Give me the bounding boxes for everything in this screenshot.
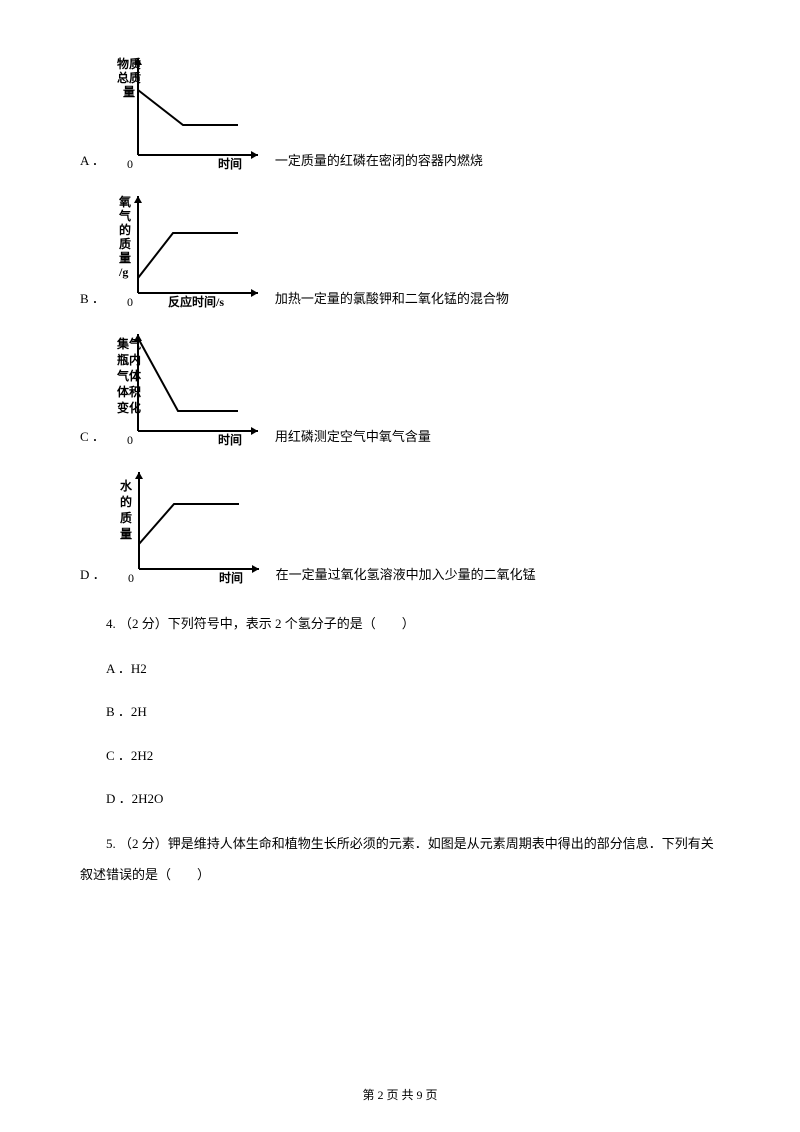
chart-c-ylabel-1: 瓶内 (117, 352, 141, 367)
chart-c-svg: 集气 瓶内 气体 体积 变化 0 时间 (113, 326, 263, 456)
chart-a-svg: 物质 总质 量 0 时间 (113, 50, 263, 180)
chart-d-ylabel-2: 质 (120, 510, 132, 525)
option-a-letter: A ． (80, 145, 105, 180)
chart-c-origin: 0 (127, 433, 133, 447)
page-footer: 第 2 页 共 9 页 (0, 1081, 800, 1110)
chart-d-xlabel: 时间 (219, 570, 243, 585)
chart-b-xlabel: 反应时间/s (168, 294, 224, 309)
chart-c-ylabel-0: 集气 (116, 336, 141, 351)
chart-d-ylabel-0: 水 (120, 478, 133, 493)
chart-d: 水 的 质 量 0 时间 (114, 464, 264, 594)
chart-a-ylabel-2: 量 (123, 85, 135, 99)
chart-c-xlabel: 时间 (218, 432, 242, 447)
chart-a-ylabel-1: 总质 (117, 70, 141, 85)
chart-d-origin: 0 (128, 571, 134, 585)
option-d-letter: D ． (80, 559, 106, 594)
chart-a: 物质 总质 量 0 时间 (113, 50, 263, 180)
chart-b-ylabel-2: 的 (119, 222, 131, 237)
chart-d-ylabel-3: 量 (120, 527, 132, 541)
chart-d-ylabel-1: 的 (120, 494, 132, 509)
option-b-row: B ． 氧 气 的 质 量 /g 0 反应时间/s 加热一定量的氯酸钾和二氧化锰… (80, 188, 720, 318)
chart-c: 集气 瓶内 气体 体积 变化 0 时间 (113, 326, 263, 456)
chart-b-svg: 氧 气 的 质 量 /g 0 反应时间/s (113, 188, 263, 318)
chart-a-xlabel: 时间 (218, 156, 242, 171)
chart-b-ylabel-1: 气 (118, 208, 131, 223)
option-d-text: 在一定量过氧化氢溶液中加入少量的二氧化锰 (276, 559, 536, 594)
chart-b-ylabel-0: 氧 (118, 194, 131, 209)
chart-c-ylabel-4: 变化 (117, 400, 141, 415)
q4-option-b: B ．2H (80, 696, 720, 727)
chart-b-ylabel-4: 量 (119, 251, 131, 265)
chart-b: 氧 气 的 质 量 /g 0 反应时间/s (113, 188, 263, 318)
option-b-letter: B ． (80, 283, 105, 318)
chart-c-ylabel-3: 体积 (117, 384, 141, 399)
document-page: A ． 物质 总质 量 0 时间 一定质量的红磷在密闭的容器内燃烧 B ． (0, 0, 800, 924)
q4-option-a: A ．H2 (80, 653, 720, 684)
question-4: 4. （2 分）下列符号中，表示 2 个氢分子的是（ ） (80, 608, 720, 639)
option-a-row: A ． 物质 总质 量 0 时间 一定质量的红磷在密闭的容器内燃烧 (80, 50, 720, 180)
chart-a-origin: 0 (127, 157, 133, 171)
chart-b-ylabel-3: 质 (119, 236, 131, 251)
chart-a-ylabel-0: 物质 (117, 56, 141, 71)
chart-c-ylabel-2: 气体 (116, 368, 142, 383)
option-d-row: D ． 水 的 质 量 0 时间 在一定量过氧化氢溶液中加入少量的二氧化锰 (80, 464, 720, 594)
q4-option-d: D ．2H2O (80, 783, 720, 814)
option-c-letter: C ． (80, 421, 105, 456)
option-c-row: C ． 集气 瓶内 气体 体积 变化 0 时间 用红磷测定空气中氧气含量 (80, 326, 720, 456)
option-b-text: 加热一定量的氯酸钾和二氧化锰的混合物 (275, 283, 509, 318)
q4-option-c: C ．2H2 (80, 740, 720, 771)
chart-b-origin: 0 (127, 295, 133, 309)
chart-d-svg: 水 的 质 量 0 时间 (114, 464, 264, 594)
option-a-text: 一定质量的红磷在密闭的容器内燃烧 (275, 145, 483, 180)
chart-b-ylabel-5: /g (118, 265, 128, 279)
option-c-text: 用红磷测定空气中氧气含量 (275, 421, 431, 456)
question-5: 5. （2 分）钾是维持人体生命和植物生长所必须的元素．如图是从元素周期表中得出… (80, 828, 720, 890)
